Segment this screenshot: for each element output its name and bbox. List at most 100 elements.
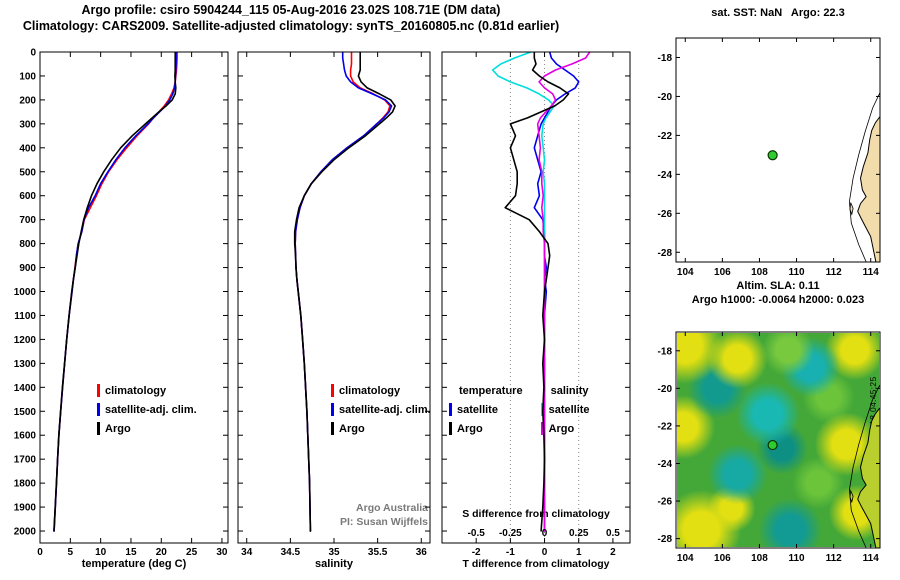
legend-label: climatology bbox=[105, 384, 167, 397]
x-tick-label: 5 bbox=[68, 547, 74, 558]
x-tick-label: 35.5 bbox=[368, 547, 388, 558]
coastline bbox=[857, 115, 880, 262]
y-tick-label: 1200 bbox=[14, 335, 37, 346]
x-tick-label: 114 bbox=[863, 553, 880, 564]
axes-frame bbox=[675, 37, 881, 263]
legend-label: Argo bbox=[548, 422, 575, 435]
x-tick-label: 0 bbox=[37, 547, 43, 558]
argo-line-swatch bbox=[449, 422, 452, 435]
x-tick-label: 104 bbox=[677, 267, 694, 278]
x-tick-label: 35 bbox=[328, 547, 340, 558]
shelf-contour bbox=[848, 383, 880, 548]
legend-entry: Argo bbox=[331, 419, 431, 438]
sla-field-image bbox=[677, 333, 879, 547]
s-tick-label: 0.25 bbox=[569, 528, 589, 539]
legend-label: Argo bbox=[105, 422, 131, 435]
x-tick-label: 110 bbox=[788, 267, 805, 278]
axes-frame bbox=[39, 51, 229, 544]
y-tick-label: 1600 bbox=[14, 431, 37, 442]
legend-entry: Argo bbox=[540, 419, 590, 438]
salinity-satellite-line-swatch bbox=[540, 403, 544, 416]
x-tick-label: 15 bbox=[125, 547, 137, 558]
argo-line-swatch bbox=[331, 422, 334, 435]
difference-legend: temperature satellite Argo salinity sate… bbox=[449, 381, 590, 438]
legend-label: Argo bbox=[457, 422, 483, 435]
y-tick-label: 900 bbox=[19, 263, 36, 274]
y-tick-label: -24 bbox=[658, 459, 673, 470]
profile-line-argo bbox=[53, 52, 177, 532]
legend-entry: satellite-adj. clim. bbox=[97, 400, 197, 419]
y-tick-label: 1700 bbox=[14, 455, 37, 466]
s-tick-label: -0.25 bbox=[499, 528, 522, 539]
s-tick-label: 0 bbox=[542, 528, 548, 539]
y-tick-label: 300 bbox=[19, 119, 36, 130]
sst-map-title: sat. SST: NaN Argo: 22.3 bbox=[711, 7, 845, 19]
x-tick-label: -2 bbox=[472, 547, 481, 558]
x-tick-label: 30 bbox=[216, 547, 228, 558]
argo-line-swatch bbox=[97, 422, 100, 435]
y-tick-label: -18 bbox=[658, 346, 673, 357]
sla-map-subtitle: Argo h1000: -0.0064 h2000: 0.023 bbox=[691, 294, 865, 306]
program-credit: Argo Australia bbox=[356, 502, 428, 514]
x-tick-label: 108 bbox=[751, 553, 768, 564]
x-tick-label: 34.5 bbox=[281, 547, 301, 558]
temperature-diff-legend-column: temperature satellite Argo bbox=[449, 381, 523, 438]
x-tick-label: 1 bbox=[576, 547, 582, 558]
argo-position-marker bbox=[767, 439, 778, 451]
x-tick-label: 112 bbox=[826, 267, 843, 278]
salinity-axis-label: salinity bbox=[315, 558, 353, 570]
x-tick-label: 36 bbox=[416, 547, 428, 558]
s-difference-axis-label: S difference from climatology bbox=[462, 508, 610, 520]
y-tick-label: 1900 bbox=[14, 503, 37, 514]
shelf-contour bbox=[848, 91, 880, 262]
y-tick-label: 800 bbox=[19, 239, 36, 250]
y-tick-label: 1300 bbox=[14, 359, 37, 370]
salinity-diff-legend-column: salinity satellite Argo bbox=[540, 381, 590, 438]
y-tick-label: 1100 bbox=[14, 311, 36, 322]
climatology-line-swatch bbox=[97, 384, 100, 397]
x-tick-label: 20 bbox=[156, 547, 168, 558]
x-tick-label: 106 bbox=[714, 267, 731, 278]
legend-entry: climatology bbox=[331, 381, 431, 400]
legend-entry: Argo bbox=[449, 419, 523, 438]
y-tick-label: -28 bbox=[658, 248, 673, 259]
y-tick-label: -18 bbox=[658, 53, 673, 64]
y-tick-label: -20 bbox=[658, 384, 673, 395]
legend-header: temperature bbox=[459, 384, 523, 397]
legend-label: Argo bbox=[339, 422, 365, 435]
temperature-legend: climatology satellite-adj. clim. Argo bbox=[97, 381, 197, 438]
y-tick-label: 1400 bbox=[14, 383, 37, 394]
temperature-axis-label: temperature (deg C) bbox=[81, 558, 187, 570]
y-tick-label: -26 bbox=[658, 497, 673, 508]
y-tick-label: -20 bbox=[658, 92, 673, 103]
y-tick-label: 700 bbox=[19, 215, 36, 226]
s-tick-label: 0.5 bbox=[606, 528, 620, 539]
salinity-legend: climatology satellite-adj. clim. Argo bbox=[331, 381, 431, 438]
coastline bbox=[857, 406, 880, 548]
legend-entry: Argo bbox=[97, 419, 197, 438]
salinity_profile: 34 34.5 35 35.5 36 bbox=[237, 51, 431, 558]
temperature_profile: 0 5 10 15 20 25 300100200300400500600700800900… bbox=[14, 48, 229, 558]
x-tick-label: 112 bbox=[826, 553, 843, 564]
climatology-line-swatch bbox=[331, 384, 334, 397]
difference_profile: -2 -1 0 1 2 -0.5 -0.25 0 0.25 0.5 bbox=[441, 51, 631, 558]
legend-entry: climatology bbox=[97, 381, 197, 400]
y-tick-label: 400 bbox=[19, 143, 36, 154]
x-tick-label: 25 bbox=[186, 547, 198, 558]
x-tick-label: 106 bbox=[714, 553, 731, 564]
profile-line-argo bbox=[293, 52, 396, 532]
figure-subtitle: Climatology: CARS2009. Satellite-adjuste… bbox=[22, 19, 560, 33]
legend-header: salinity bbox=[550, 384, 589, 397]
legend-entry: satellite-adj. clim. bbox=[331, 400, 431, 419]
argo-position-marker bbox=[767, 150, 778, 161]
t-difference-axis-label: T difference from climatology bbox=[462, 558, 610, 570]
sst_map: 104 106 108 110 112 114 -18 -20 -22 -24 -26 -28 bbox=[658, 37, 881, 278]
y-tick-label: 500 bbox=[19, 167, 36, 178]
x-tick-label: 108 bbox=[751, 267, 768, 278]
axes-frame bbox=[675, 331, 881, 549]
y-tick-label: 2000 bbox=[14, 527, 37, 538]
figure-title: Argo profile: csiro 5904244_115 05-Aug-2… bbox=[81, 3, 501, 17]
legend-label: satellite bbox=[548, 403, 590, 416]
